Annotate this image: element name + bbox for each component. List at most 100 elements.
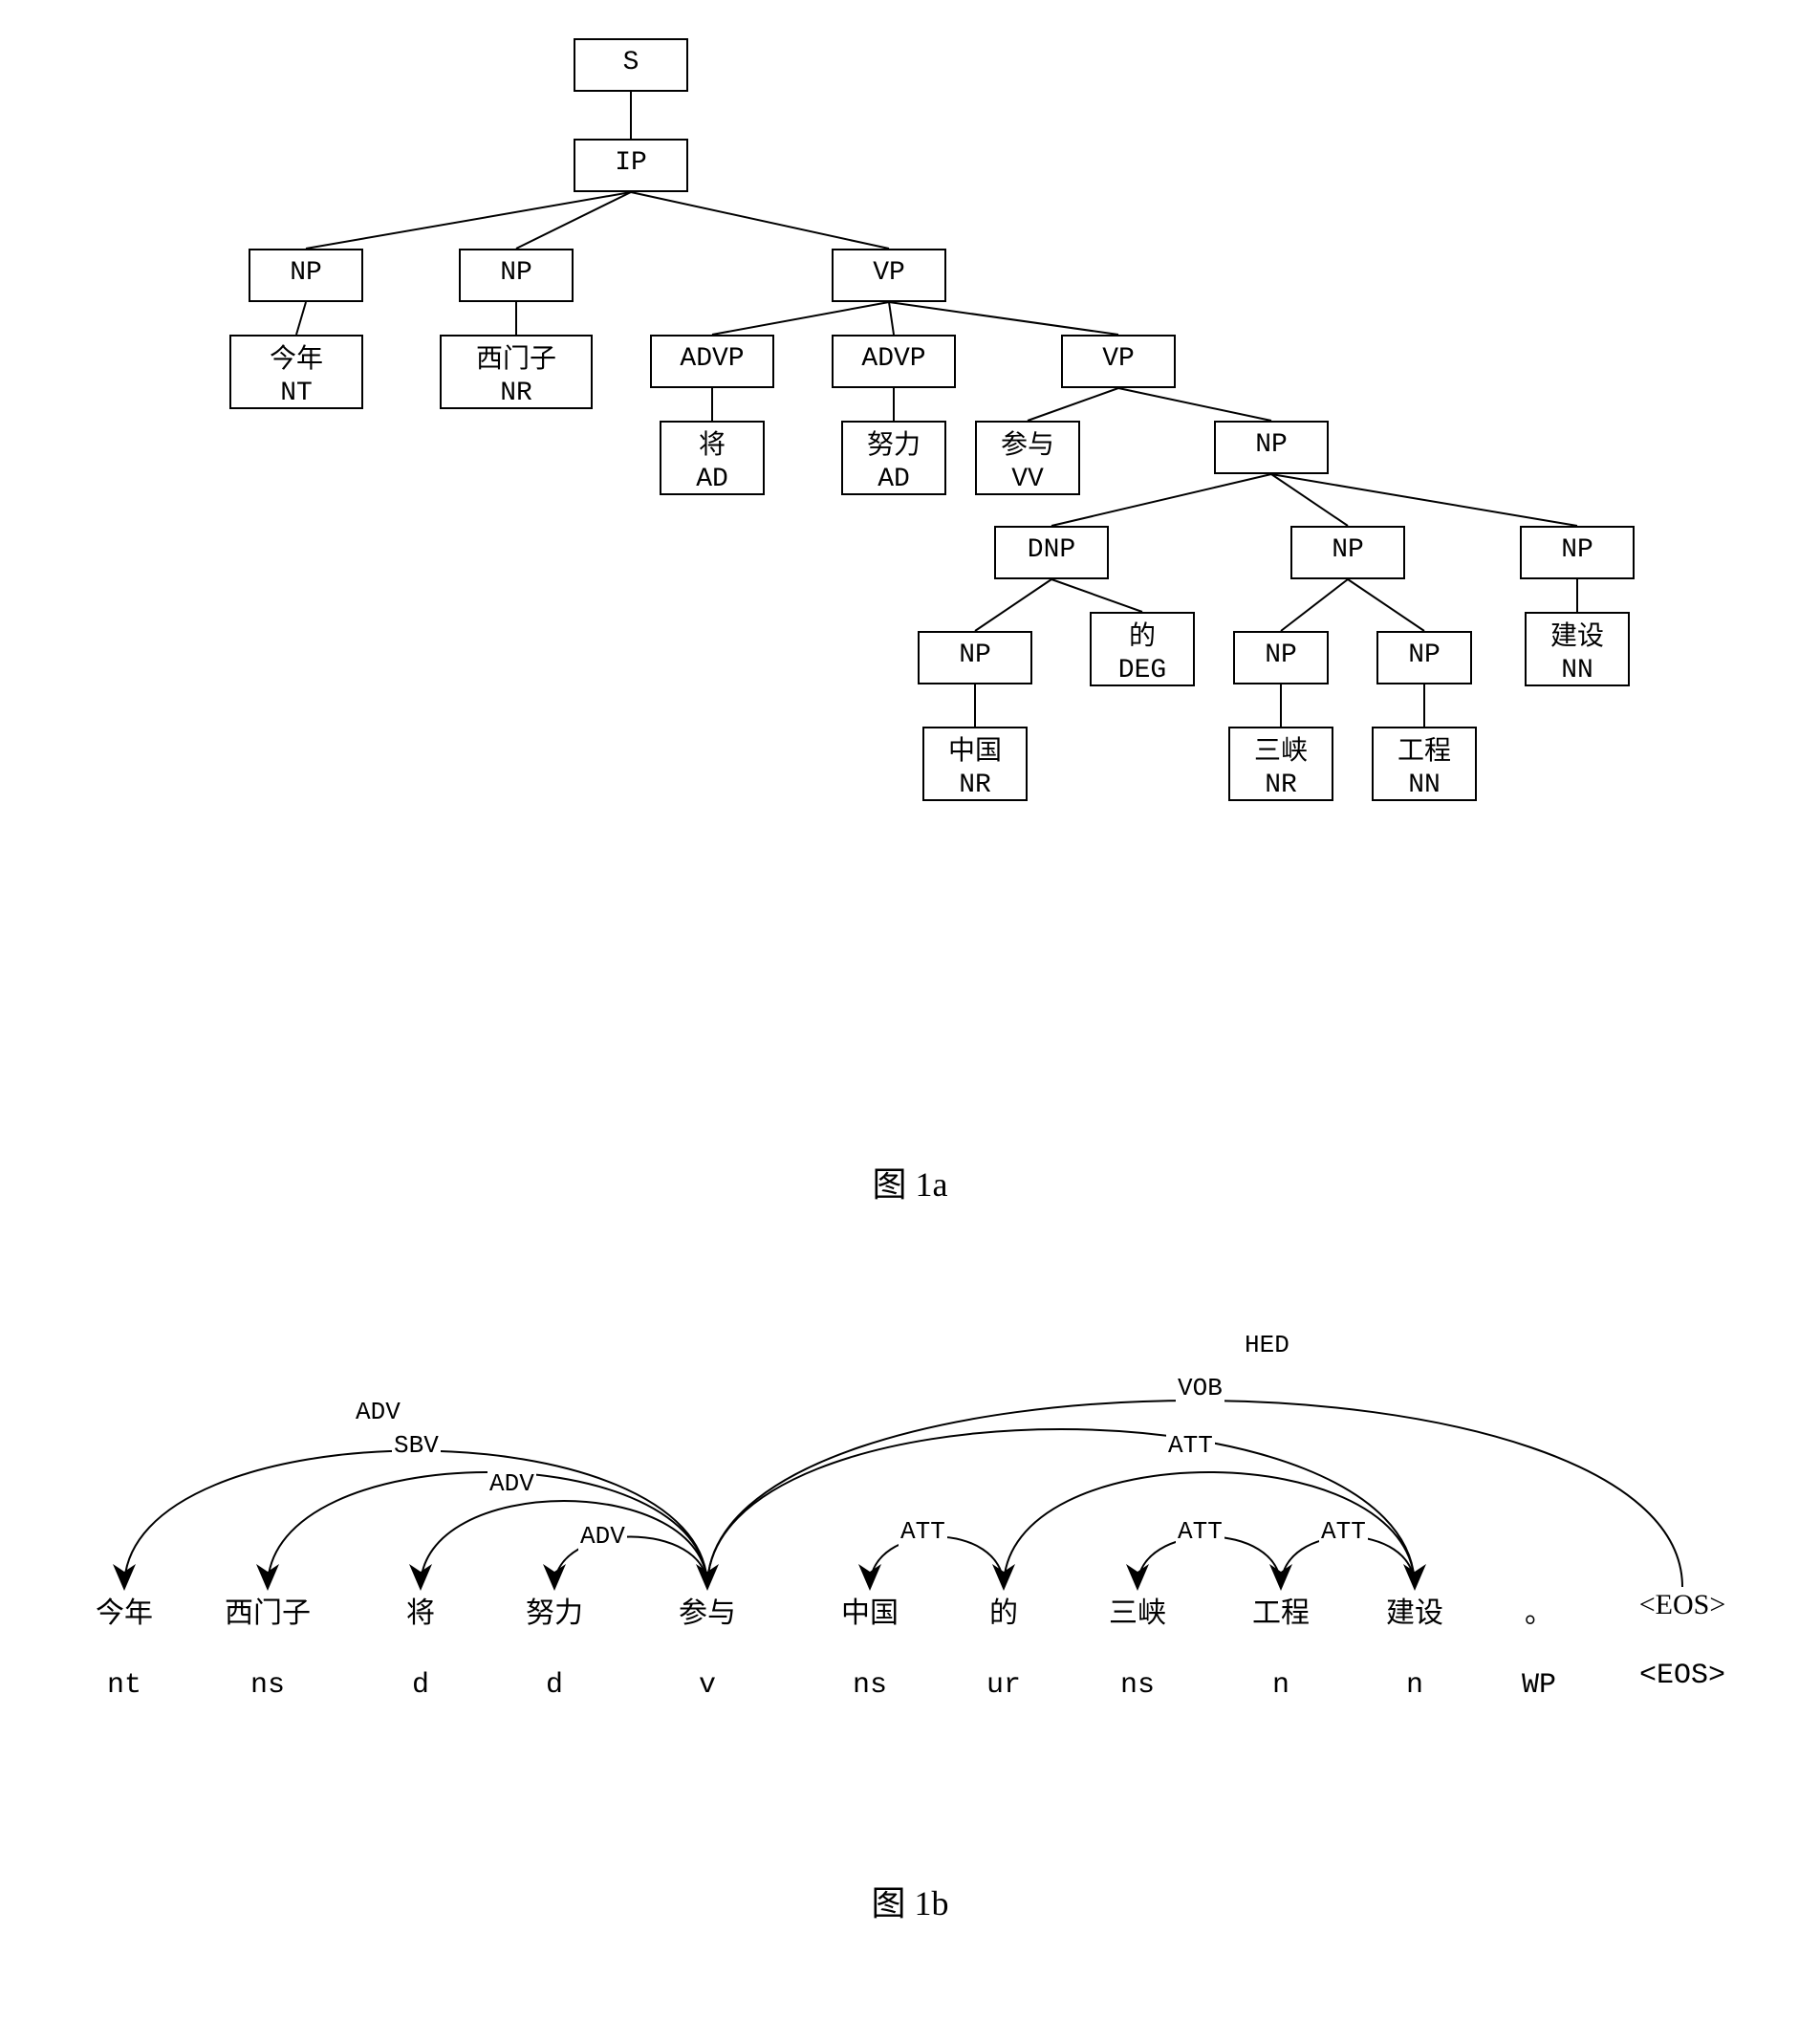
node-tag: NT xyxy=(235,377,358,411)
dep-token: 建设 n xyxy=(1367,1589,1462,1702)
dep-word: 参与 xyxy=(660,1589,755,1631)
dep-word: 建设 xyxy=(1367,1589,1462,1631)
constituency-tree-figure: SIPNPNPVP今年NT西门子NRADVPADVPVP将AD努力AD参与VVN… xyxy=(38,38,1782,1138)
node-tag: NP xyxy=(465,256,568,291)
tree-node: ADVP xyxy=(650,335,774,388)
node-tag: ADVP xyxy=(656,342,769,377)
node-tag: VV xyxy=(981,463,1074,497)
dep-arc-label: ADV xyxy=(578,1522,627,1551)
node-tag: NN xyxy=(1530,654,1624,688)
node-tag: NP xyxy=(1382,639,1466,673)
dep-pos: n xyxy=(1367,1669,1462,1702)
tree-node: 将AD xyxy=(660,421,765,495)
dep-token: 的 ur xyxy=(956,1589,1051,1702)
tree-node: VP xyxy=(832,249,946,302)
node-word: 参与 xyxy=(981,428,1074,463)
node-tag: IP xyxy=(579,146,682,181)
tree-node: IP xyxy=(574,139,688,192)
node-tag: NR xyxy=(928,769,1022,803)
dep-pos: n xyxy=(1233,1669,1329,1702)
tree-node: 西门子NR xyxy=(440,335,593,409)
node-tag: DEG xyxy=(1095,654,1189,688)
dep-word: 三峡 xyxy=(1090,1589,1185,1631)
tree-node: 中国NR xyxy=(922,727,1028,801)
tree-node: 今年NT xyxy=(229,335,363,409)
node-word: 今年 xyxy=(235,342,358,377)
tree-node: NP xyxy=(1520,526,1635,579)
dependency-figure: 今年nt西门子ns将d努力d参与v中国ns的ur三峡ns工程n建设n。WP<EO… xyxy=(38,1283,1782,1857)
node-tag: NP xyxy=(1296,533,1399,568)
tree-node: NP xyxy=(459,249,574,302)
dep-token: 今年nt xyxy=(76,1589,172,1702)
dependency-arcs-svg xyxy=(38,1283,1782,1857)
dep-pos: ns xyxy=(822,1669,918,1702)
dep-pos: <EOS> xyxy=(1635,1660,1730,1692)
dep-token: 三峡 ns xyxy=(1090,1589,1185,1702)
dep-token: 将d xyxy=(373,1589,468,1702)
node-tag: NP xyxy=(254,256,358,291)
node-tag: ADVP xyxy=(837,342,950,377)
node-tag: VP xyxy=(837,256,941,291)
node-word: 工程 xyxy=(1377,734,1471,769)
node-tag: AD xyxy=(665,463,759,497)
node-tag: NR xyxy=(1234,769,1328,803)
node-tag: NP xyxy=(1239,639,1323,673)
node-tag: DNP xyxy=(1000,533,1103,568)
tree-node: NP xyxy=(1290,526,1405,579)
dep-word: 将 xyxy=(373,1589,468,1631)
tree-node: 工程NN xyxy=(1372,727,1477,801)
tree-node: NP xyxy=(1214,421,1329,474)
dep-word: 西门子 xyxy=(220,1589,315,1631)
tree-node: 建设NN xyxy=(1525,612,1630,686)
node-word: 三峡 xyxy=(1234,734,1328,769)
dep-word: 努力 xyxy=(507,1589,602,1631)
caption-1b: 图 1b xyxy=(38,1876,1782,1925)
dep-arc-label: ADV xyxy=(354,1398,402,1426)
tree-edges-svg xyxy=(38,38,1782,1138)
tree-node: 努力AD xyxy=(841,421,946,495)
node-tag: AD xyxy=(847,463,941,497)
dep-arc-label: ATT xyxy=(1319,1517,1368,1546)
tree-node: NP xyxy=(918,631,1032,684)
dep-word: 。 xyxy=(1491,1589,1587,1631)
dep-pos: d xyxy=(373,1669,468,1702)
dep-word: 工程 xyxy=(1233,1589,1329,1631)
tree-node: 的DEG xyxy=(1090,612,1195,686)
dep-pos: nt xyxy=(76,1669,172,1702)
dep-token: 西门子 ns xyxy=(220,1589,315,1702)
node-word: 西门子 xyxy=(445,342,587,377)
dep-token: 努力d xyxy=(507,1589,602,1702)
node-word: 的 xyxy=(1095,619,1189,654)
tree-node: 参与VV xyxy=(975,421,1080,495)
node-tag: VP xyxy=(1067,342,1170,377)
tree-node: VP xyxy=(1061,335,1176,388)
node-tag: NP xyxy=(1220,428,1323,463)
dep-token: <EOS> <EOS> xyxy=(1635,1589,1730,1692)
dep-word: <EOS> xyxy=(1635,1589,1730,1621)
tree-node: 三峡NR xyxy=(1228,727,1333,801)
dep-pos: ns xyxy=(1090,1669,1185,1702)
dep-arc-label: ATT xyxy=(1166,1431,1215,1460)
dep-token: 中国 ns xyxy=(822,1589,918,1702)
tree-node: NP xyxy=(1233,631,1329,684)
node-tag: S xyxy=(579,46,682,80)
dep-pos: ur xyxy=(956,1669,1051,1702)
dep-arc-label: ADV xyxy=(488,1469,536,1498)
dep-arc-label: ATT xyxy=(1176,1517,1224,1546)
caption-1a: 图 1a xyxy=(38,1157,1782,1206)
tree-node: ADVP xyxy=(832,335,956,388)
dep-arc-label: VOB xyxy=(1176,1374,1224,1402)
dep-arc-label: ATT xyxy=(899,1517,947,1546)
dep-pos: ns xyxy=(220,1669,315,1702)
dep-word: 的 xyxy=(956,1589,1051,1631)
dep-pos: v xyxy=(660,1669,755,1702)
node-word: 中国 xyxy=(928,734,1022,769)
dep-arc-label: HED xyxy=(1243,1331,1291,1359)
node-word: 将 xyxy=(665,428,759,463)
node-tag: NP xyxy=(1526,533,1629,568)
dep-token: 工程 n xyxy=(1233,1589,1329,1702)
dep-pos: WP xyxy=(1491,1669,1587,1702)
dep-word: 中国 xyxy=(822,1589,918,1631)
tree-node: S xyxy=(574,38,688,92)
node-word: 努力 xyxy=(847,428,941,463)
